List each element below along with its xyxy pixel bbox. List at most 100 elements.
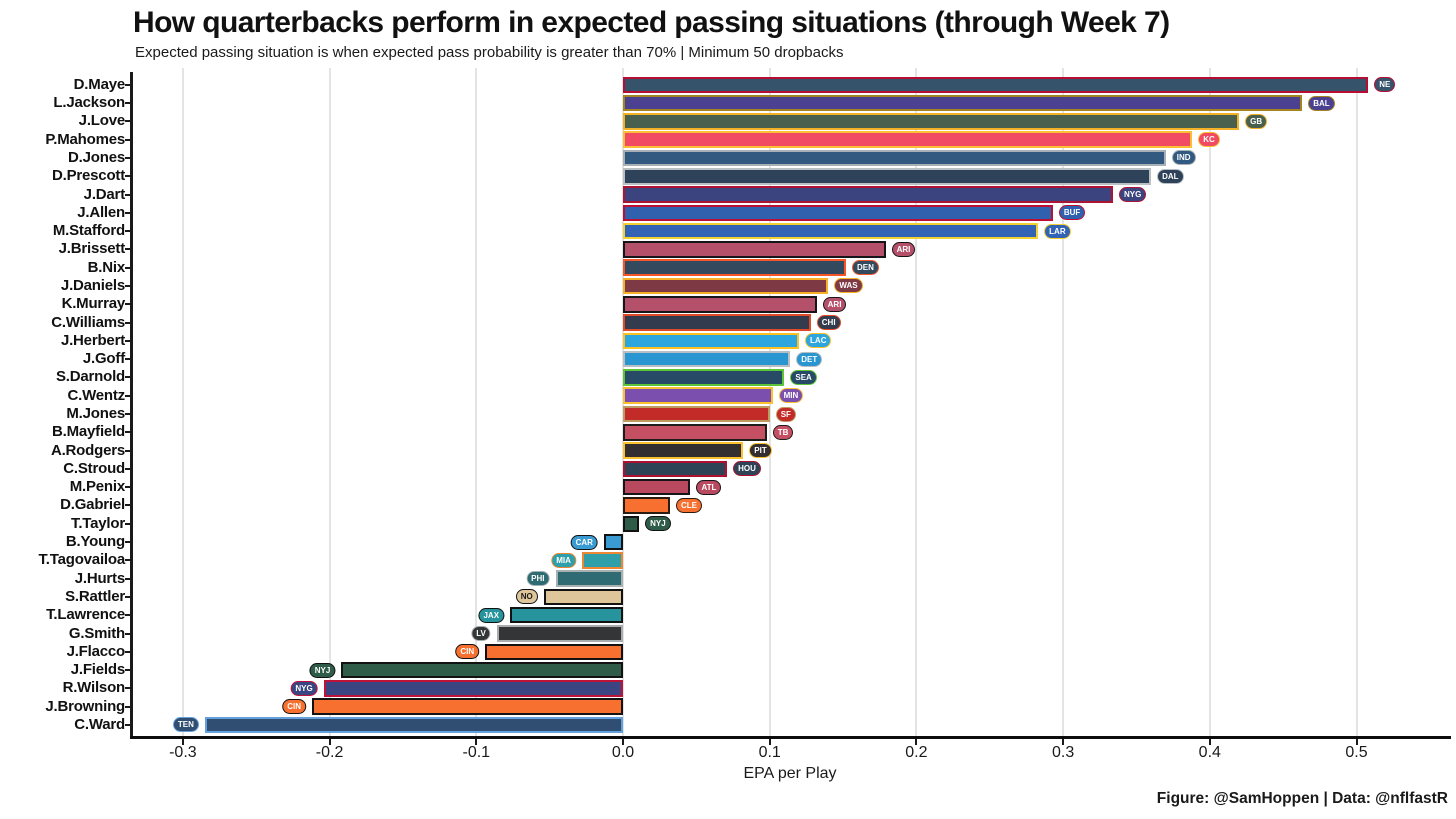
qb-label-d-jones: D.Jones [68,148,125,166]
qb-label-c-stroud: C.Stroud [63,459,125,477]
qb-label-r-wilson: R.Wilson [62,679,126,697]
atl-team-logo: ATL [696,479,722,495]
qb-label-j-fields: J.Fields [70,661,125,679]
qb-label-t-taylor: T.Taylor [71,514,125,532]
y-axis-tick [125,559,131,562]
no-team-logo: NO [515,589,538,605]
kc-team-logo: KC [1198,132,1220,148]
bar-b-young [603,533,623,551]
lv-team-logo: LV [471,626,491,641]
y-axis-tick [125,504,131,507]
cin-team-logo: CIN [282,699,306,715]
y-axis-tick [125,449,131,452]
bar-t-taylor [623,515,640,532]
chi-team-logo: CHI [816,315,841,331]
y-axis-tick [125,211,131,214]
gridline [915,68,918,737]
nyj-team-logo: NYJ [309,662,336,678]
bar-j-love [623,113,1240,130]
bar-c-stroud [623,460,728,478]
bar-j-allen [623,204,1053,222]
bar-d-gabriel [623,497,670,514]
x-axis-tick [768,739,771,745]
ari-team-logo: ARI [891,241,916,257]
bar-d-jones [623,149,1166,167]
qb-label-k-murray: K.Murray [61,295,126,313]
y-axis-tick [125,577,131,580]
x-tick-label: -0.2 [315,744,344,761]
x-axis-tick [475,739,478,745]
qb-label-g-smith: G.Smith [68,624,125,642]
y-axis-tick [125,413,131,416]
y-axis-tick [125,193,131,196]
y-axis-tick [125,486,131,489]
phi-team-logo: PHI [526,571,550,587]
x-axis-title: EPA per Play [743,765,837,782]
bar-m-penix [623,478,691,496]
y-axis-line [130,72,133,737]
bar-j-dart [623,186,1113,203]
bar-b-nix [623,259,846,276]
qb-label-j-brissett: J.Brissett [58,240,126,258]
x-axis-tick [328,739,331,745]
qb-label-j-love: J.Love [78,112,126,130]
y-axis-tick [125,102,131,105]
y-axis-tick [125,156,131,159]
y-axis-tick [125,339,131,342]
bar-a-rodgers [623,442,744,459]
x-axis-tick [1062,739,1065,745]
ari-team-logo: ARI [822,296,847,312]
qb-label-c-ward: C.Ward [74,715,125,733]
y-axis-tick [125,376,131,379]
bal-team-logo: BAL [1308,95,1335,111]
chart-subtitle: Expected passing situation is when expec… [135,44,844,61]
y-axis-tick [125,687,131,690]
cle-team-logo: CLE [675,497,702,513]
y-axis-tick [125,394,131,397]
pit-team-logo: PIT [749,443,772,459]
qb-label-b-mayfield: B.Mayfield [51,423,125,441]
sf-team-logo: SF [775,406,796,422]
gridline [1062,68,1065,737]
y-axis-tick [125,467,131,470]
y-axis-tick [125,138,131,141]
lac-team-logo: LAC [805,333,832,349]
bar-d-prescott [623,168,1152,185]
bar-p-mahomes [623,131,1193,148]
x-tick-label: 0.1 [758,744,781,761]
y-axis-tick [125,650,131,653]
ne-team-logo: NE [1374,77,1396,93]
bar-r-wilson [323,680,623,697]
qb-label-j-flacco: J.Flacco [66,642,126,660]
bar-m-stafford [623,222,1039,240]
x-axis-line [130,736,1451,739]
y-axis-tick [125,175,131,178]
tb-team-logo: TB [772,424,794,440]
hou-team-logo: HOU [733,461,761,477]
x-tick-label: 0.3 [1051,744,1075,761]
bar-j-hurts [555,570,623,587]
qb-label-d-gabriel: D.Gabriel [60,496,125,514]
bar-t-tagovailoa [581,552,623,569]
qb-label-m-penix: M.Penix [69,478,125,496]
gridline [1208,68,1211,737]
y-axis-tick [125,723,131,726]
x-axis-tick [915,739,918,745]
qb-label-j-dart: J.Dart [83,185,126,203]
min-team-logo: MIN [778,388,804,404]
bar-s-rattler [543,588,623,606]
qb-label-m-stafford: M.Stafford [52,222,125,240]
y-axis-tick [125,284,131,287]
qb-label-t-lawrence: T.Lawrence [46,606,125,624]
x-axis-tick [622,739,624,745]
qb-label-j-herbert: J.Herbert [60,331,125,349]
car-team-logo: CAR [570,534,598,550]
nyg-team-logo: NYG [290,680,318,696]
bar-k-murray [623,296,817,313]
qb-label-j-allen: J.Allen [77,203,125,221]
nyj-team-logo: NYJ [645,516,671,532]
y-axis-tick [125,120,131,123]
x-axis-tick [1355,739,1358,745]
qb-label-b-young: B.Young [65,533,125,551]
